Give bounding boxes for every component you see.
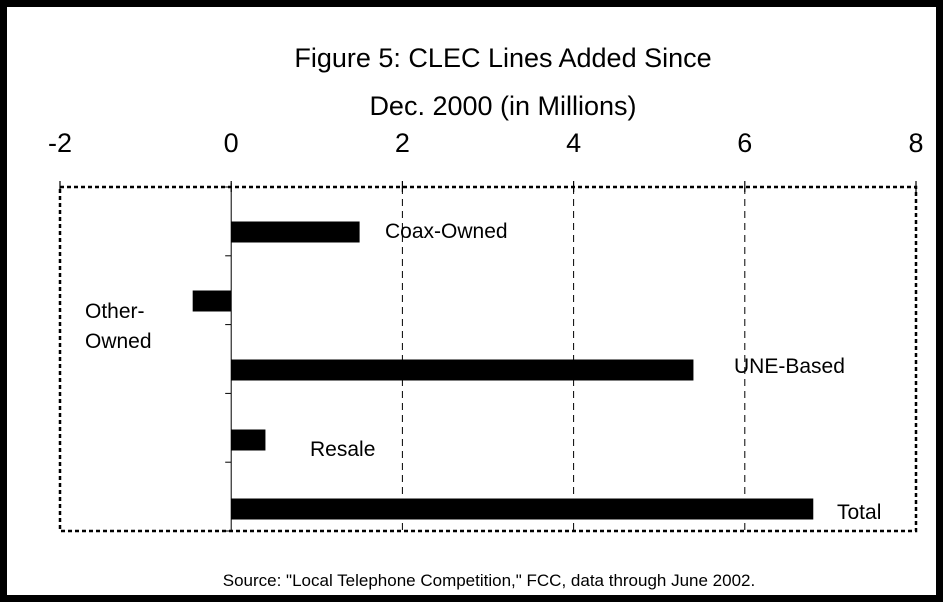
bar-total — [231, 498, 814, 520]
chart-title-line-2: Dec. 2000 (in Millions) — [369, 91, 636, 121]
x-axis-tick-labels: -2 0 2 4 6 8 — [48, 128, 924, 158]
x-tick-label: -2 — [48, 128, 72, 158]
plot-frame — [58, 185, 918, 533]
x-tick-label: 0 — [224, 128, 239, 158]
x-tick-label: 8 — [908, 128, 923, 158]
chart-title-line-1: Figure 5: CLEC Lines Added Since — [294, 43, 711, 73]
bar-label: UNE-Based — [734, 355, 845, 378]
source-note: Source: "Local Telephone Competition," F… — [223, 571, 755, 590]
bar-label: Coax-Owned — [385, 220, 508, 243]
bar-other-owned — [192, 290, 232, 312]
bar-label: Resale — [310, 438, 375, 461]
bar-label: Total — [837, 501, 881, 524]
bar-label: Owned — [85, 330, 152, 353]
plot-area: Coax-Owned Other- Owned UNE-Based Resale Tota… — [58, 181, 918, 533]
bar-label: Other- — [85, 300, 145, 323]
chart-svg: Figure 5: CLEC Lines Added Since Dec. 20… — [48, 43, 924, 590]
bar-coax-owned — [231, 221, 360, 243]
x-tick-label: 2 — [395, 128, 410, 158]
x-tick-label: 4 — [566, 128, 581, 158]
bar-resale — [231, 429, 266, 451]
x-tick-label: 6 — [737, 128, 752, 158]
bar-une-based — [231, 359, 694, 381]
